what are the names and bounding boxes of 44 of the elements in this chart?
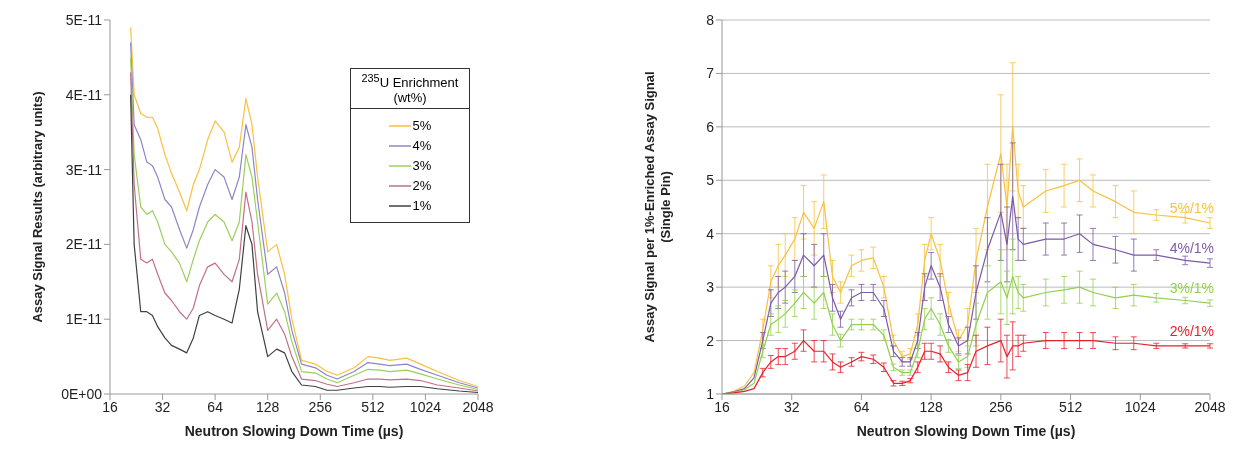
legend-label: 4% xyxy=(412,138,432,154)
series-label: 2%/1% xyxy=(1169,322,1214,339)
y-tick-label: 6 xyxy=(706,118,715,135)
x-tick-label: 512 xyxy=(361,398,385,415)
y-tick-label: 0E+00 xyxy=(61,385,103,402)
x-tick-label: 1024 xyxy=(409,398,442,415)
x-axis-title: Neutron Slowing Down Time (µs) xyxy=(856,423,1076,439)
x-tick-label: 2048 xyxy=(462,398,494,415)
x-tick-label: 32 xyxy=(154,398,171,415)
series-label: 4%/1% xyxy=(1169,240,1214,257)
y-axis-title: Assay Signal Results (arbitrary units) xyxy=(30,91,45,323)
x-tick-label: 1024 xyxy=(1124,398,1157,415)
y-tick-label: 4E-11 xyxy=(65,86,103,103)
y-tick-label: 1 xyxy=(706,385,715,402)
x-tick-label: 16 xyxy=(714,398,730,415)
y-tick-label: 8 xyxy=(706,11,715,28)
series-label: 5%/1% xyxy=(1169,200,1214,217)
x-tick-label: 256 xyxy=(308,398,333,415)
y-tick-label: 4 xyxy=(706,225,715,242)
y-tick-label: 5 xyxy=(706,172,715,189)
legend-label: 2% xyxy=(412,178,432,194)
x-tick-label: 128 xyxy=(256,398,280,415)
legend-label: 3% xyxy=(412,158,432,174)
y-tick-label: 1E-11 xyxy=(65,311,103,328)
legend-label: 1% xyxy=(412,198,432,214)
x-tick-label: 64 xyxy=(207,398,224,415)
y-tick-label: 2E-11 xyxy=(65,236,103,253)
y-tick-label: 2 xyxy=(706,332,715,349)
x-tick-label: 256 xyxy=(989,398,1013,415)
y-tick-label: 3 xyxy=(706,279,715,296)
x-tick-label: 32 xyxy=(783,398,800,415)
x-tick-label: 128 xyxy=(919,398,944,415)
x-tick-label: 16 xyxy=(102,398,118,415)
y-tick-label: 5E-11 xyxy=(65,11,103,28)
x-tick-label: 64 xyxy=(853,398,870,415)
x-tick-label: 2048 xyxy=(1194,398,1226,415)
series-label: 3%/1% xyxy=(1169,280,1214,297)
y-tick-label: 3E-11 xyxy=(65,161,103,178)
legend-title: $^{235}$U Enrichment (wt%) xyxy=(360,71,460,108)
y-tick-label: 7 xyxy=(706,65,715,82)
legend-label: 5% xyxy=(412,118,432,134)
x-tick-label: 512 xyxy=(1058,398,1083,415)
x-axis-title: Neutron Slowing Down Time (µs) xyxy=(184,423,404,439)
y-axis-title: Assay Signal per 1%-Enriched Assay Signal (Single Pin) xyxy=(642,71,673,343)
